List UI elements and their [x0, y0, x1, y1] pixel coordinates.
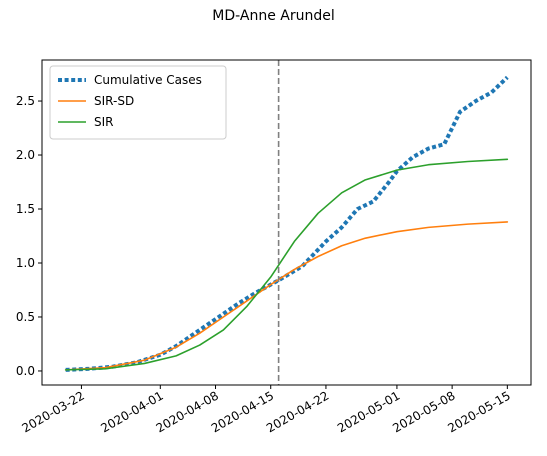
y-tick-label: 2.5 [16, 94, 35, 108]
chart-legend: Cumulative Cases SIR-SD SIR [49, 65, 227, 140]
x-tick-label: 2020-05-15 [445, 388, 512, 435]
series-layer [64, 60, 509, 385]
legend-label-cumulative-cases: Cumulative Cases [94, 73, 202, 87]
y-tick-label: 0.0 [16, 364, 35, 378]
y-tick-label: 2.0 [16, 148, 35, 162]
legend-label-sir-sd: SIR-SD [94, 94, 134, 108]
series-line-sir-sd [64, 221, 509, 371]
series-line-sir [64, 158, 509, 371]
y-tick-label: 1.0 [16, 256, 35, 270]
x-tick-label: 2020-03-22 [20, 388, 87, 435]
chart-title: MD-Anne Arundel [212, 8, 335, 24]
plot-frame [41, 59, 532, 386]
y-tick-label: 0.5 [16, 310, 35, 324]
x-tick-label: 2020-04-22 [264, 388, 331, 435]
legend-box [49, 65, 227, 140]
y-tick-label: 1.5 [16, 202, 35, 216]
legend-label-sir: SIR [94, 115, 114, 129]
